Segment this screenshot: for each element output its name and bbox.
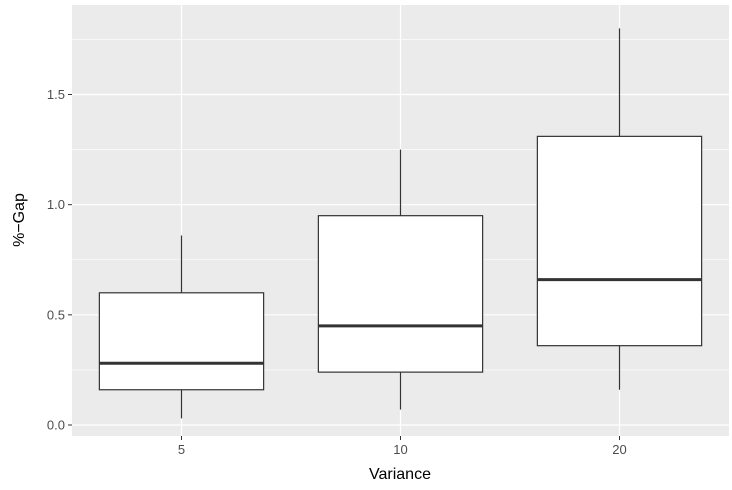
boxes — [98, 28, 703, 419]
box-5 — [98, 235, 265, 419]
x-tick-label: 20 — [612, 442, 626, 457]
y-axis: 0.0 0.5 1.0 1.5 — [47, 87, 72, 433]
y-tick-label: 0.5 — [47, 307, 65, 322]
box-iqr — [317, 215, 484, 373]
box-10 — [317, 149, 484, 410]
box-iqr — [98, 292, 265, 391]
y-tick-label: 1.5 — [47, 87, 65, 102]
x-axis-title: Variance — [369, 466, 431, 483]
y-tick-label: 1.0 — [47, 197, 65, 212]
x-axis: 5 10 20 — [178, 436, 627, 457]
x-tick-label: 10 — [393, 442, 407, 457]
box-20 — [536, 28, 703, 390]
y-axis-title: %−Gap — [11, 193, 28, 247]
box-iqr — [536, 135, 703, 347]
x-tick-label: 5 — [178, 442, 185, 457]
y-tick-label: 0.0 — [47, 418, 65, 433]
